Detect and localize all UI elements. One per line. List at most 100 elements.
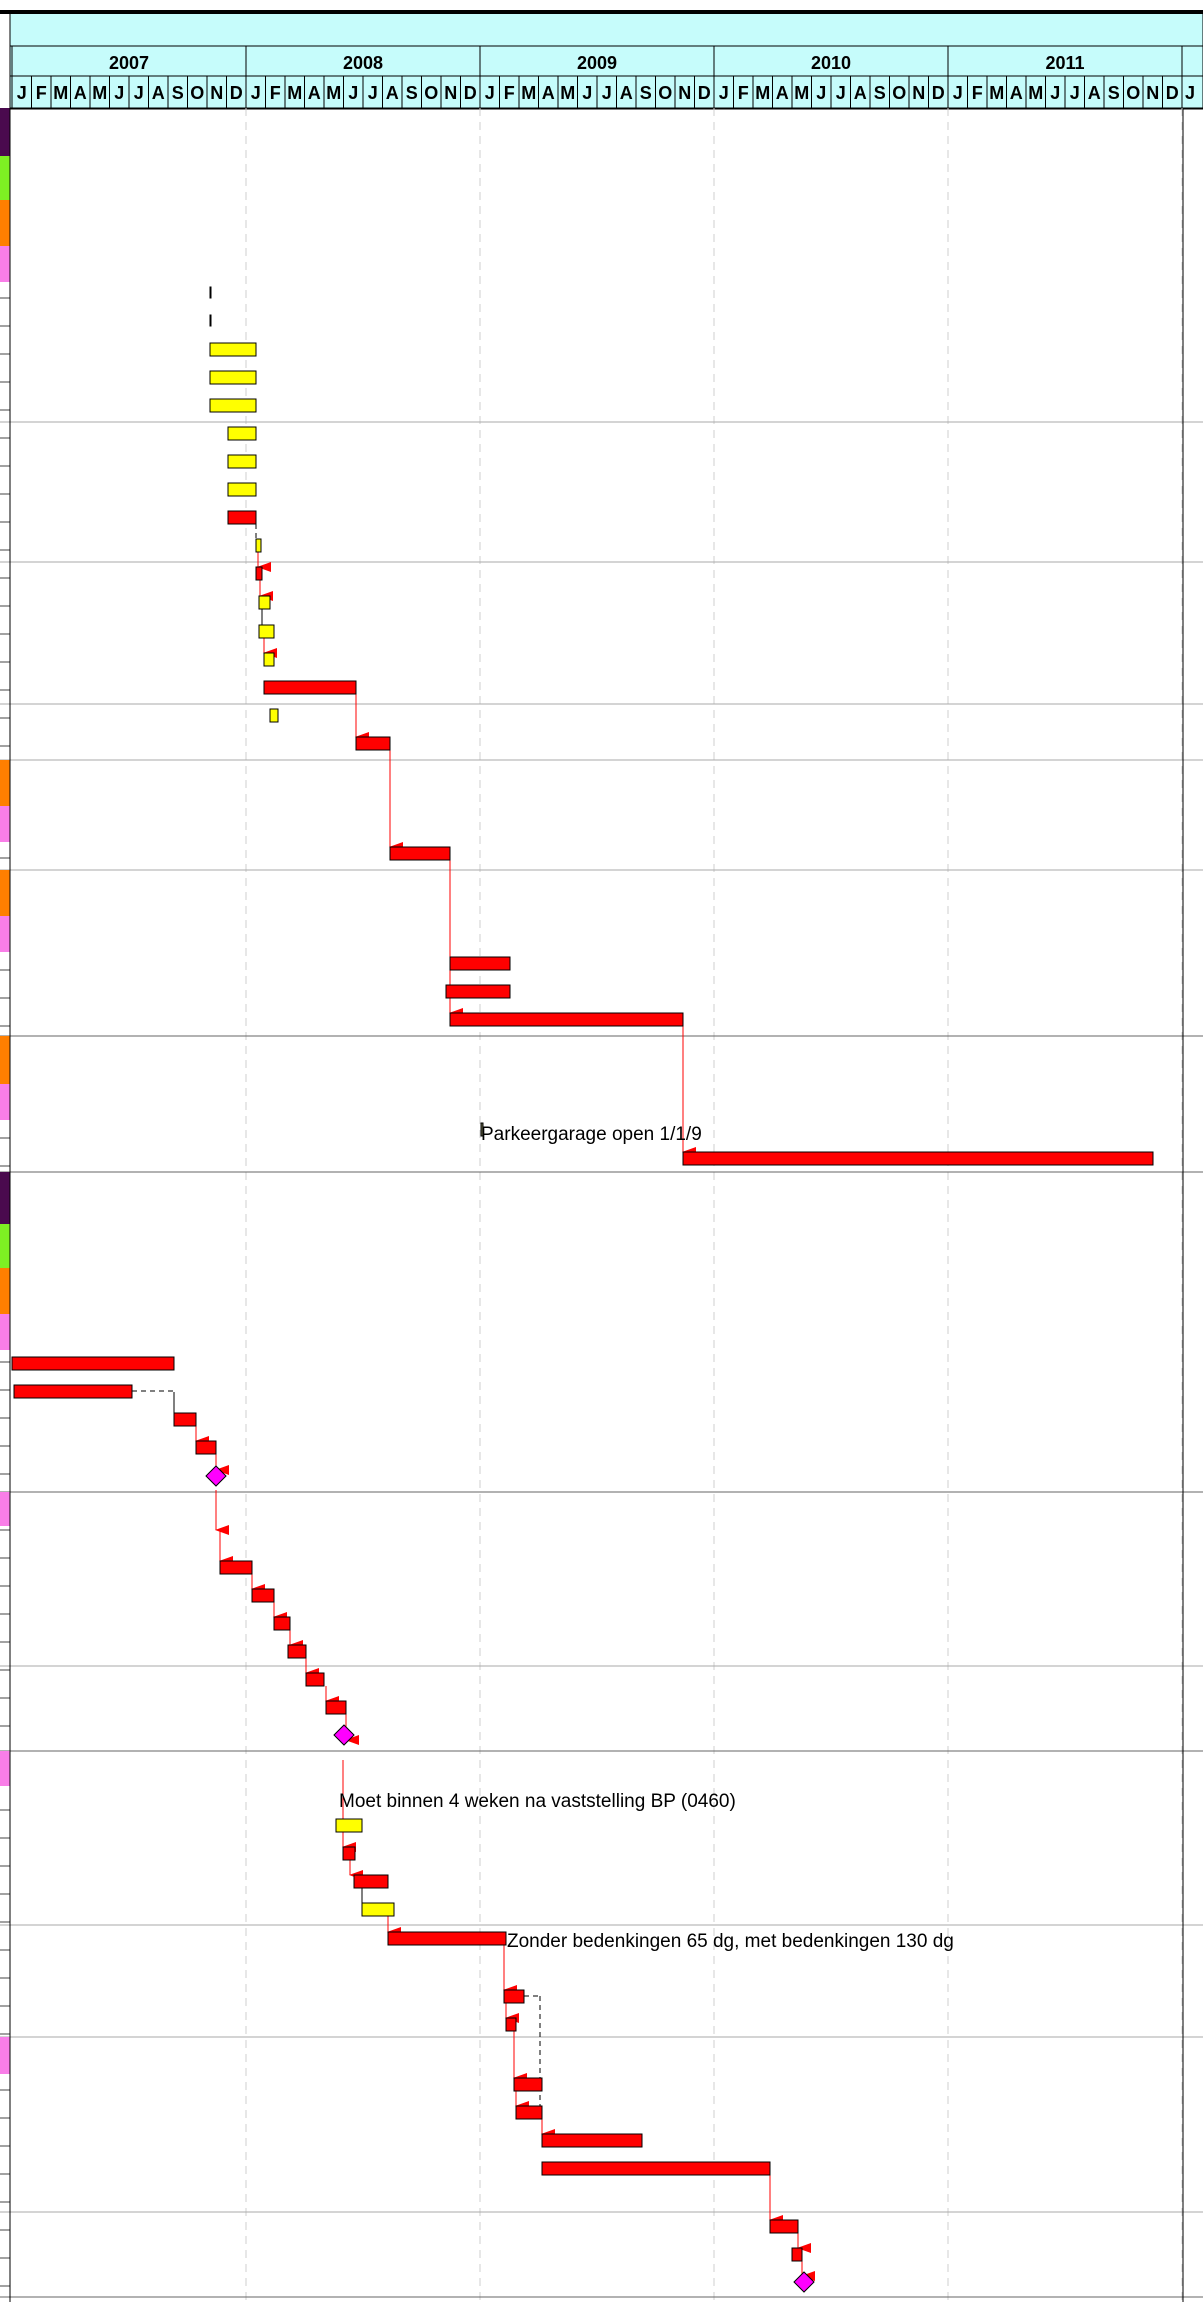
task-bar [791, 2247, 803, 2262]
phase-marker [0, 1172, 10, 1224]
task-bar [227, 454, 257, 469]
month-label: F [504, 83, 515, 103]
milestone-marker [205, 1465, 227, 1487]
month-label: D [698, 83, 711, 103]
month-label: J [1185, 83, 1195, 103]
task-bar [287, 1644, 307, 1659]
task-bar [513, 2077, 543, 2092]
month-label: D [230, 83, 243, 103]
year-label: 2010 [811, 53, 851, 73]
month-label: M [521, 83, 536, 103]
task-bar [251, 1588, 275, 1603]
task-bar [255, 566, 263, 581]
month-label: A [152, 83, 165, 103]
month-label: O [892, 83, 906, 103]
task-bar [682, 1151, 1154, 1166]
task-bar [269, 708, 279, 723]
phase-marker [0, 2037, 10, 2074]
task-bar [305, 1672, 325, 1687]
task-bar [515, 2105, 543, 2120]
phase-marker [0, 1084, 10, 1120]
month-label: J [1050, 83, 1060, 103]
task-bar [263, 680, 357, 695]
month-label: J [1070, 83, 1080, 103]
month-label: M [560, 83, 575, 103]
month-label: A [776, 83, 789, 103]
month-label: O [658, 83, 672, 103]
phase-marker [0, 1492, 10, 1526]
note-bedenkingen: Zonder bedenkingen 65 dg, met bedenkinge… [507, 1931, 954, 1952]
month-label: J [816, 83, 826, 103]
month-label: S [640, 83, 652, 103]
month-label: J [719, 83, 729, 103]
month-label: D [932, 83, 945, 103]
task-bar [209, 342, 257, 357]
task-bar [195, 1440, 217, 1455]
year-label: 2011 [1045, 53, 1084, 73]
phase-marker [0, 1751, 10, 1786]
task-bar [263, 652, 275, 667]
month-label: D [1166, 83, 1179, 103]
month-label: O [424, 83, 438, 103]
month-label: A [620, 83, 633, 103]
task-bar [449, 956, 511, 971]
phase-marker [0, 1314, 10, 1350]
task-bar [209, 398, 257, 413]
task-bar [541, 2133, 643, 2148]
year-label: 2007 [109, 53, 149, 73]
month-label: J [582, 83, 592, 103]
task-bar [11, 1356, 175, 1371]
task-bar [325, 1700, 347, 1715]
task-bar [227, 426, 257, 441]
month-label: J [368, 83, 378, 103]
month-label: N [210, 83, 223, 103]
month-label: A [386, 83, 399, 103]
month-label: A [854, 83, 867, 103]
phase-marker [0, 760, 10, 806]
task-bar [209, 286, 212, 299]
month-label: N [444, 83, 457, 103]
task-bar [255, 538, 262, 553]
note-binnen-4-weken: Moet binnen 4 weken na vaststelling BP (… [339, 1791, 736, 1812]
month-label: S [874, 83, 886, 103]
month-label: J [836, 83, 846, 103]
month-label: J [251, 83, 261, 103]
task-bar [258, 595, 271, 610]
task-bar [342, 1846, 356, 1861]
year-label: 2009 [577, 53, 617, 73]
month-label: M [989, 83, 1004, 103]
month-label: M [794, 83, 809, 103]
month-label: J [602, 83, 612, 103]
month-label: S [1108, 83, 1120, 103]
task-bar [445, 984, 511, 999]
task-bar [769, 2219, 799, 2234]
month-label: A [308, 83, 321, 103]
task-bar [355, 736, 391, 751]
task-bar [505, 2017, 517, 2032]
milestone-marker [793, 2271, 815, 2293]
month-label: M [92, 83, 107, 103]
phase-marker [0, 108, 10, 156]
month-label: A [542, 83, 555, 103]
task-bar [219, 1560, 253, 1575]
phase-marker [0, 246, 10, 282]
month-label: M [326, 83, 341, 103]
month-label: F [270, 83, 281, 103]
month-label: F [972, 83, 983, 103]
year-label: 2008 [343, 53, 383, 73]
month-label: N [678, 83, 691, 103]
task-bar [227, 510, 257, 525]
task-bar [335, 1818, 363, 1833]
task-bar [353, 1874, 389, 1889]
month-label: F [738, 83, 749, 103]
task-bar [361, 1902, 395, 1917]
month-label: S [172, 83, 184, 103]
task-bar [273, 1616, 291, 1631]
month-label: A [1010, 83, 1023, 103]
task-bar [449, 1012, 684, 1027]
task-bar [389, 846, 451, 861]
task-bar [541, 2161, 771, 2176]
month-label: J [953, 83, 963, 103]
month-label: O [1126, 83, 1140, 103]
